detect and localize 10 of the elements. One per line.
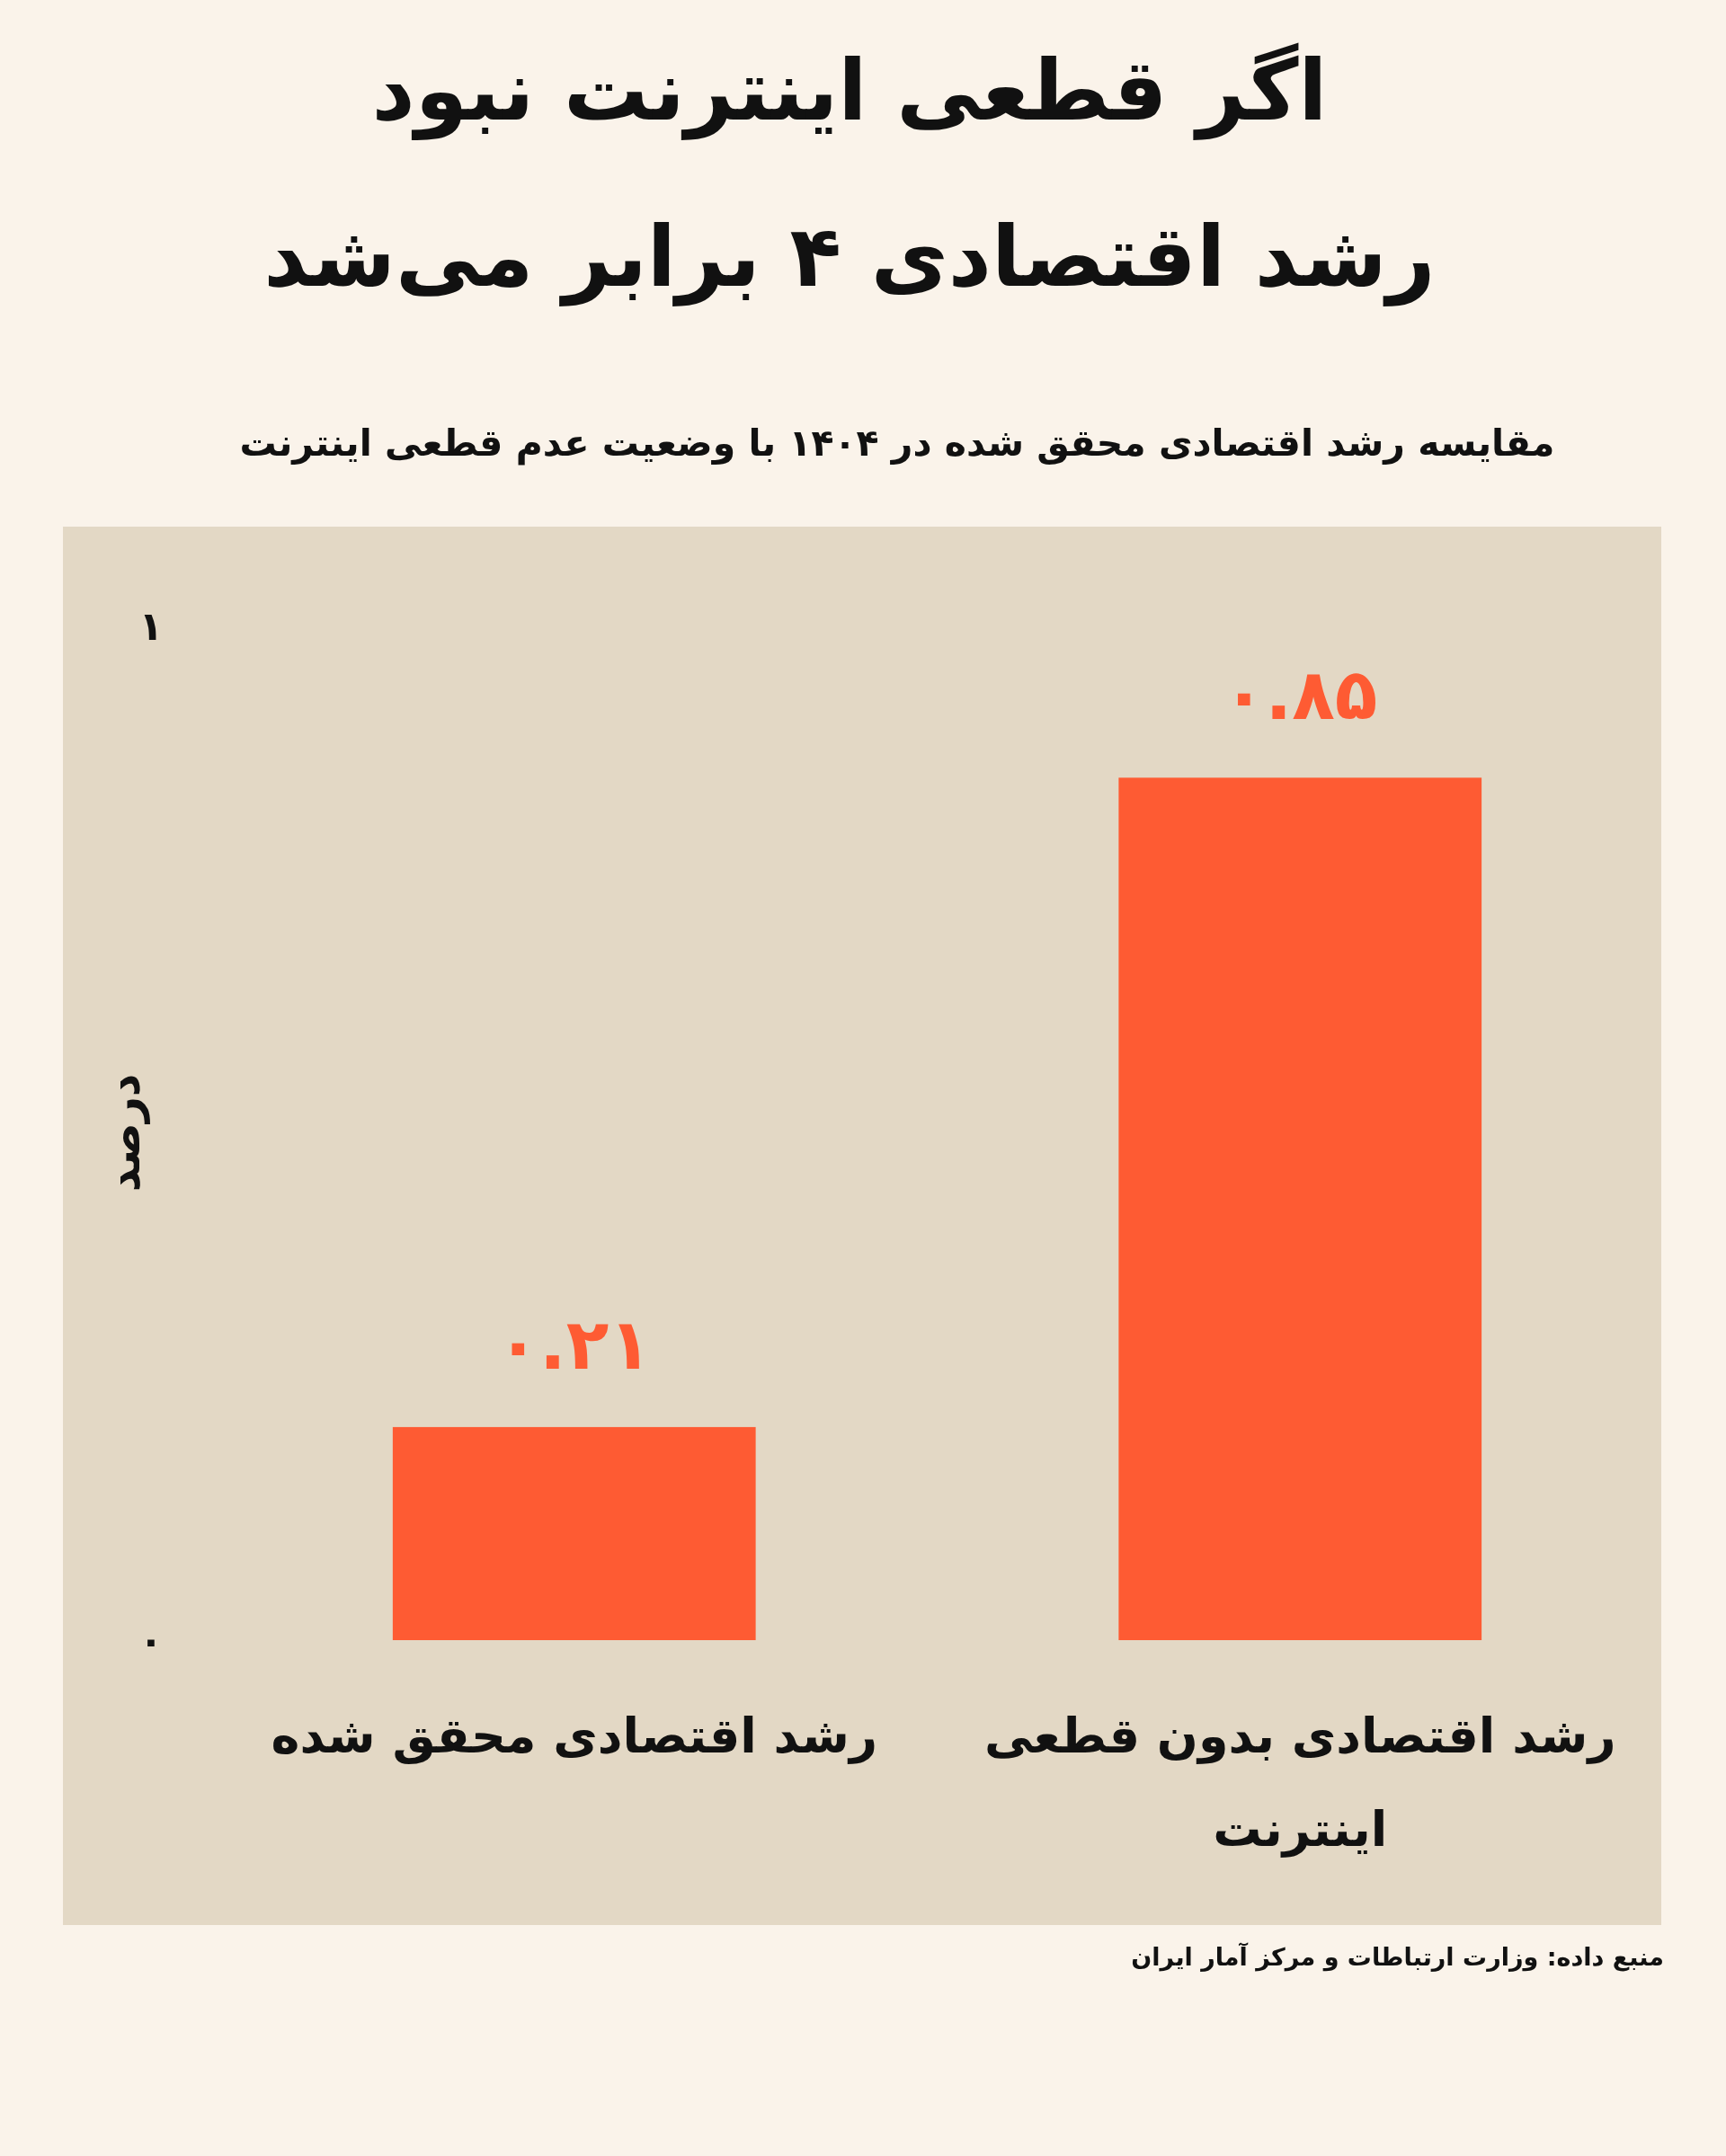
x-tick-label: رشد اقتصادی بدون قطعی اینترنت (983, 1707, 1616, 1858)
data-label: ۰.۸۵ (1223, 654, 1378, 736)
chart-subtitle: مقایسه رشد اقتصادی محقق شده در ۱۴۰۴ با وضعیت عدم قطعی اینترنت (239, 421, 1555, 466)
data-label: ۰.۲۱ (496, 1303, 652, 1385)
y-tick-label: ۰ (138, 1617, 164, 1664)
text: منبع داده: وزارت ارتباطات و مرکز آمار ایران (1131, 1941, 1664, 1972)
y-tick-label: ۱ (138, 602, 164, 649)
chart-title: اگر قطعی اینترنت نبود رشد اقتصادی ۴ برابر می‌شد (263, 40, 1436, 306)
y-axis-title: درصد (98, 1073, 150, 1193)
x-tick-label: رشد اقتصادی محقق شده (271, 1707, 877, 1764)
